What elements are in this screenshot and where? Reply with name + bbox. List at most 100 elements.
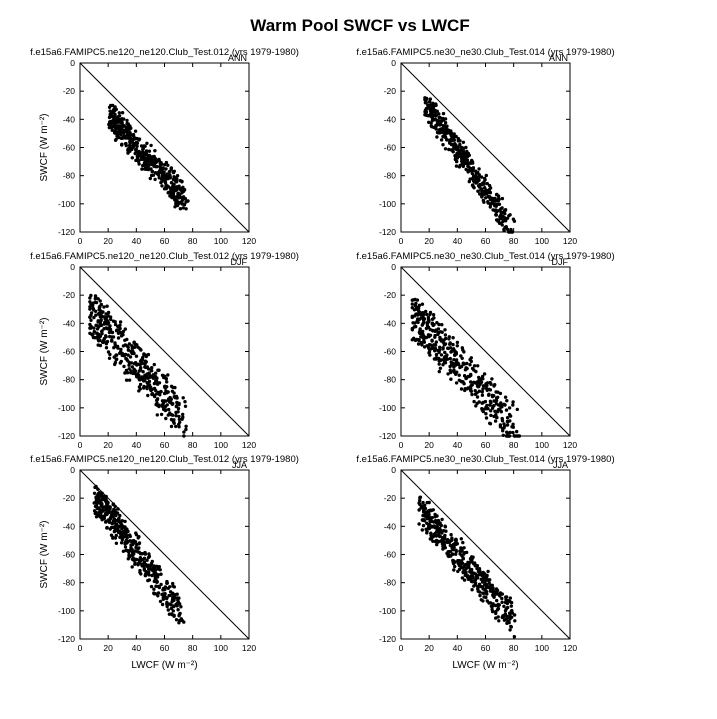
data-point xyxy=(134,533,139,537)
data-point xyxy=(183,404,188,408)
y-tick-label: 0 xyxy=(70,465,75,475)
data-point xyxy=(96,487,100,491)
data-point xyxy=(505,434,509,438)
reference-line xyxy=(79,266,250,437)
data-point xyxy=(114,125,118,129)
y-tick-label: -20 xyxy=(384,493,397,503)
data-point xyxy=(169,401,173,405)
data-point xyxy=(184,424,188,428)
data-point xyxy=(162,375,166,380)
x-tick-label: 0 xyxy=(399,440,404,450)
data-point xyxy=(458,549,462,553)
data-point xyxy=(134,354,139,358)
x-tick-label: 80 xyxy=(188,236,198,246)
data-point xyxy=(428,508,433,513)
data-point xyxy=(429,516,433,520)
data-point xyxy=(136,546,140,551)
data-point xyxy=(508,614,512,618)
data-point xyxy=(493,603,497,608)
data-point xyxy=(139,572,143,576)
data-point xyxy=(109,317,113,322)
data-point xyxy=(152,592,156,596)
data-point xyxy=(434,352,439,357)
data-point xyxy=(450,538,454,542)
data-point xyxy=(115,357,119,361)
y-tick-label: 0 xyxy=(391,465,396,475)
data-point xyxy=(177,614,181,618)
data-point xyxy=(421,500,425,505)
data-point xyxy=(451,137,455,141)
data-point xyxy=(155,379,159,384)
data-point xyxy=(433,329,437,333)
data-point xyxy=(182,188,187,192)
data-point xyxy=(485,181,489,186)
data-point xyxy=(466,574,470,578)
data-point xyxy=(144,161,148,165)
data-point xyxy=(432,316,436,320)
data-point xyxy=(161,166,165,170)
data-point xyxy=(104,494,108,499)
data-point xyxy=(508,628,512,632)
data-point xyxy=(130,565,134,569)
data-point xyxy=(114,541,119,545)
data-point xyxy=(449,533,453,537)
data-point xyxy=(172,182,176,186)
x-tick-label: 120 xyxy=(242,643,256,653)
data-point xyxy=(507,406,512,410)
data-point xyxy=(438,534,442,538)
data-point xyxy=(463,368,468,372)
data-point xyxy=(162,391,167,396)
data-point xyxy=(136,159,141,164)
data-point xyxy=(172,187,176,191)
data-point xyxy=(470,574,475,579)
data-point xyxy=(500,206,504,210)
data-point xyxy=(120,123,124,128)
data-point xyxy=(498,391,503,396)
y-axis-label: SWCF (W m⁻²) xyxy=(39,520,50,588)
data-point xyxy=(425,312,429,317)
data-point xyxy=(171,609,175,613)
data-point xyxy=(157,381,162,385)
panel-title: f.e15a6.FAMIPC5.ne30_ne30.Club_Test.014 … xyxy=(356,454,614,465)
data-point xyxy=(457,373,461,377)
data-point xyxy=(135,156,140,160)
data-point xyxy=(469,169,473,173)
data-point xyxy=(442,529,446,533)
data-point xyxy=(102,315,106,319)
season-label: ANN xyxy=(549,53,568,63)
x-tick-label: 80 xyxy=(509,643,519,653)
y-tick-label: -40 xyxy=(384,521,397,531)
data-point xyxy=(414,324,418,329)
data-point xyxy=(472,380,476,384)
data-point xyxy=(119,136,124,140)
data-point xyxy=(121,333,125,337)
data-point xyxy=(427,347,432,352)
data-point xyxy=(101,340,105,344)
data-point xyxy=(108,352,112,357)
data-point xyxy=(117,124,121,128)
data-point xyxy=(434,113,438,118)
data-point xyxy=(429,112,433,116)
data-point xyxy=(443,533,447,538)
panel-title: f.e15a6.FAMIPC5.ne30_ne30.Club_Test.014 … xyxy=(356,251,614,262)
y-tick-label: -120 xyxy=(58,227,75,237)
data-points xyxy=(88,293,188,438)
data-point xyxy=(441,111,446,116)
data-point xyxy=(422,340,426,344)
data-point xyxy=(512,635,517,639)
data-point xyxy=(158,393,162,397)
data-point xyxy=(105,339,110,344)
data-point xyxy=(512,434,517,438)
data-point xyxy=(159,582,163,587)
y-tick-label: -40 xyxy=(384,114,397,124)
data-point xyxy=(428,519,432,523)
data-point xyxy=(509,604,513,608)
data-point xyxy=(416,320,420,325)
data-point xyxy=(137,385,142,389)
data-point xyxy=(427,318,431,322)
data-point xyxy=(433,117,438,122)
data-point xyxy=(469,160,473,165)
data-point xyxy=(141,557,145,562)
data-point xyxy=(158,166,163,170)
data-point xyxy=(437,322,441,327)
